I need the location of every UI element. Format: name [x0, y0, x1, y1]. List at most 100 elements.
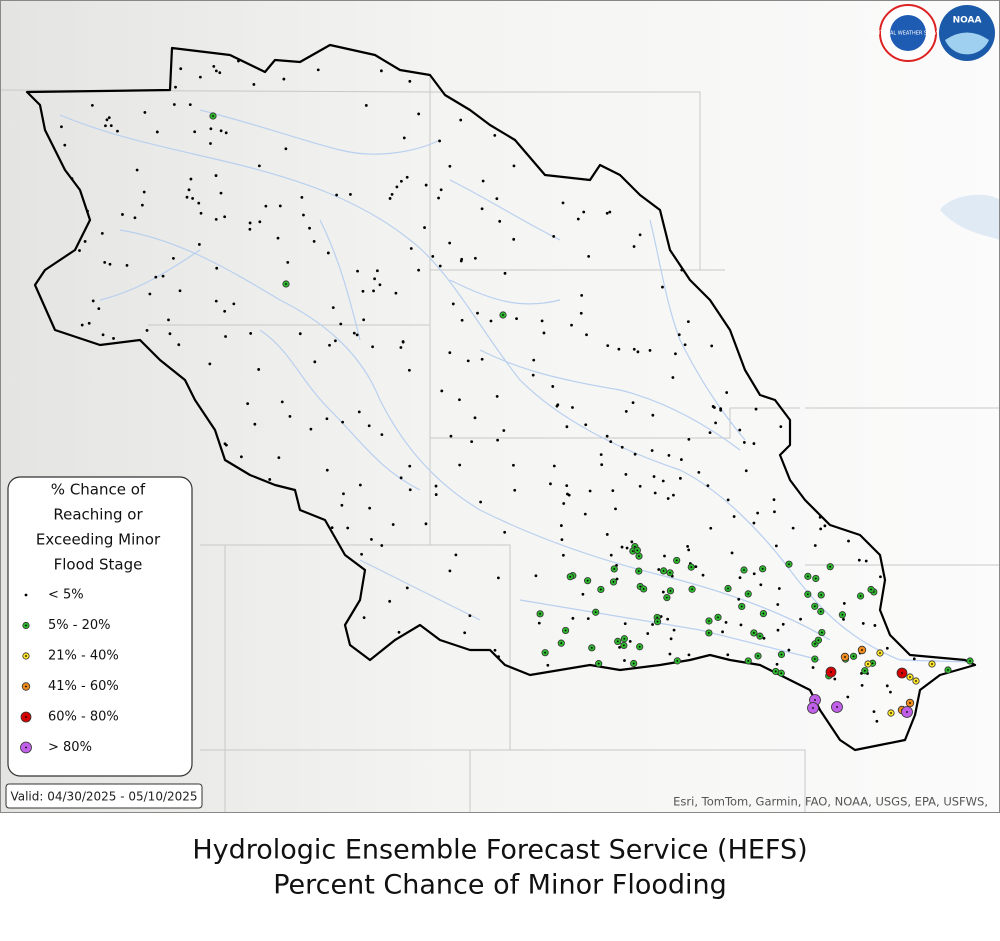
gauge-dot: [546, 663, 550, 667]
gauge-dot: [178, 289, 182, 293]
gauge-dot: [623, 659, 626, 662]
gauge-dot: [600, 463, 604, 467]
gauge-dot: [451, 302, 455, 306]
gauge-center: [814, 642, 816, 645]
gauge-dot: [687, 548, 691, 552]
gauge-center: [901, 672, 903, 674]
gauge-center: [717, 616, 719, 619]
gauge-dot: [172, 103, 176, 106]
gauge-dot: [818, 515, 822, 519]
gauge-dot: [819, 527, 823, 531]
gauge-center: [25, 746, 27, 749]
gauge-center: [676, 659, 679, 662]
gauge-dot: [424, 183, 428, 187]
gauge-dot: [86, 209, 89, 213]
gauge-center: [656, 620, 659, 623]
gauge-dot: [875, 719, 879, 723]
gauge-dot: [473, 416, 477, 420]
gauge-dot: [495, 197, 499, 201]
gauge-dot: [438, 264, 442, 268]
gauge-dot: [651, 623, 654, 626]
gauge-dot: [121, 213, 124, 216]
gauge-dot: [570, 323, 573, 327]
gauge-dot: [367, 424, 371, 428]
gauge-dot: [454, 553, 458, 557]
legend-label: > 80%: [48, 740, 92, 755]
gauge-dot: [512, 237, 516, 241]
gauge-dot: [257, 368, 261, 371]
gauge-dot: [493, 648, 497, 652]
gauge-dot: [148, 292, 152, 296]
gauge-dot: [257, 164, 261, 168]
gauge-dot: [861, 622, 865, 625]
gauge-dot: [312, 239, 316, 243]
gauge-dot: [799, 617, 802, 621]
gauge-dot: [479, 500, 483, 504]
gauge-center: [285, 283, 287, 285]
gauge-dot: [623, 622, 627, 626]
gauge-center: [861, 649, 863, 651]
gauge-dot: [223, 309, 227, 313]
gauge-dot: [614, 507, 617, 511]
gauge-center: [612, 581, 615, 583]
gauge-dot: [112, 337, 115, 340]
gauge-dot: [155, 130, 159, 134]
gauge-dot: [331, 306, 335, 310]
gauge-dot: [448, 569, 452, 573]
legend-label: 5% - 20%: [48, 618, 110, 633]
gauge-dot: [91, 299, 95, 303]
gauge-dot: [109, 124, 113, 128]
gauge-dot: [620, 445, 624, 449]
gauge-center: [25, 624, 27, 627]
gauge-dot: [813, 544, 817, 547]
gauge-dot: [189, 177, 193, 181]
gauge-center: [560, 642, 563, 645]
gauge-center: [906, 711, 908, 713]
gauge-dot: [276, 236, 280, 240]
gauge-dot: [534, 574, 538, 578]
gauge-dot: [618, 646, 621, 649]
gauge-dot: [448, 351, 452, 355]
gauge-dot: [340, 503, 344, 507]
gauge-center: [25, 685, 27, 688]
gauge-dot: [531, 373, 535, 377]
lake: [940, 194, 999, 240]
gauge-dot: [576, 217, 580, 221]
gauge-center: [829, 565, 832, 568]
gauge-dot: [726, 498, 730, 502]
gauge-dot: [489, 319, 493, 323]
gauge-dot: [565, 425, 569, 429]
gauge-dot: [459, 118, 463, 122]
gauge-dot: [355, 333, 359, 337]
gauge-dot: [325, 417, 329, 421]
gauge-center: [594, 611, 597, 614]
gauge-dot: [620, 545, 624, 549]
gauge-dot: [237, 59, 240, 63]
gauge-dot: [468, 614, 472, 618]
gauge-dot: [513, 488, 517, 492]
gauge-dot: [582, 210, 586, 214]
gauge-dot: [140, 203, 144, 207]
gauge-center: [642, 588, 645, 590]
gauge-dot: [326, 251, 330, 255]
gauge-center: [890, 712, 892, 714]
valid-box: [5, 783, 203, 809]
gauge-dot: [316, 68, 320, 72]
gauge-dot: [666, 497, 670, 500]
gauge-dot: [480, 207, 484, 211]
gauge-dot: [605, 211, 609, 215]
gauge-center: [820, 631, 823, 634]
gauge-center: [691, 588, 693, 591]
gauge-dot: [671, 376, 675, 379]
gauge-dot: [661, 479, 665, 483]
noaa-logo: NOAA: [939, 5, 995, 61]
gauge-dot: [308, 226, 311, 230]
gauge-dot: [611, 489, 615, 493]
gauge-dot: [686, 320, 690, 324]
gauge-dot: [185, 195, 189, 199]
gauge-dot: [860, 684, 864, 687]
gauge-center: [813, 605, 816, 608]
gauge-dot: [552, 464, 556, 468]
gauge-center: [814, 699, 816, 701]
gauge-dot: [672, 628, 676, 632]
